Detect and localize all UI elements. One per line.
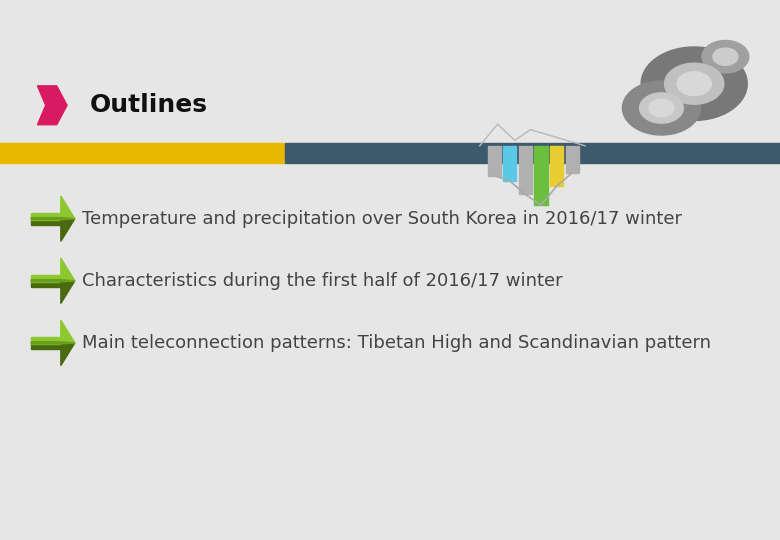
- Bar: [0, 143, 285, 163]
- Polygon shape: [702, 40, 749, 73]
- Polygon shape: [31, 280, 75, 282]
- Polygon shape: [61, 219, 75, 241]
- Polygon shape: [61, 281, 75, 303]
- Text: Temperature and precipitation over South Korea in 2016/17 winter: Temperature and precipitation over South…: [82, 210, 682, 228]
- Bar: [285, 143, 780, 163]
- Text: Characteristics during the first half of 2016/17 winter: Characteristics during the first half of…: [82, 272, 562, 290]
- Text: Main teleconnection patterns: Tibetan High and Scandinavian pattern: Main teleconnection patterns: Tibetan Hi…: [82, 334, 711, 352]
- Polygon shape: [677, 72, 711, 96]
- Polygon shape: [37, 86, 67, 125]
- Bar: [566, 146, 579, 173]
- Bar: [503, 146, 516, 181]
- Polygon shape: [31, 218, 75, 220]
- Polygon shape: [61, 196, 75, 219]
- Polygon shape: [31, 220, 61, 225]
- Polygon shape: [31, 342, 75, 344]
- Text: Outlines: Outlines: [90, 93, 207, 117]
- Polygon shape: [61, 258, 75, 281]
- Bar: [550, 146, 563, 186]
- Polygon shape: [713, 48, 738, 65]
- Polygon shape: [649, 99, 674, 117]
- Polygon shape: [61, 320, 75, 343]
- Polygon shape: [31, 275, 61, 282]
- Polygon shape: [640, 93, 683, 123]
- Polygon shape: [641, 47, 747, 120]
- Bar: [488, 146, 501, 176]
- Polygon shape: [622, 81, 700, 135]
- Bar: [534, 146, 548, 205]
- Polygon shape: [31, 344, 61, 349]
- Polygon shape: [31, 337, 61, 344]
- Polygon shape: [31, 282, 61, 287]
- Polygon shape: [61, 343, 75, 366]
- Polygon shape: [665, 63, 724, 104]
- Bar: [519, 146, 532, 194]
- Polygon shape: [31, 213, 61, 220]
